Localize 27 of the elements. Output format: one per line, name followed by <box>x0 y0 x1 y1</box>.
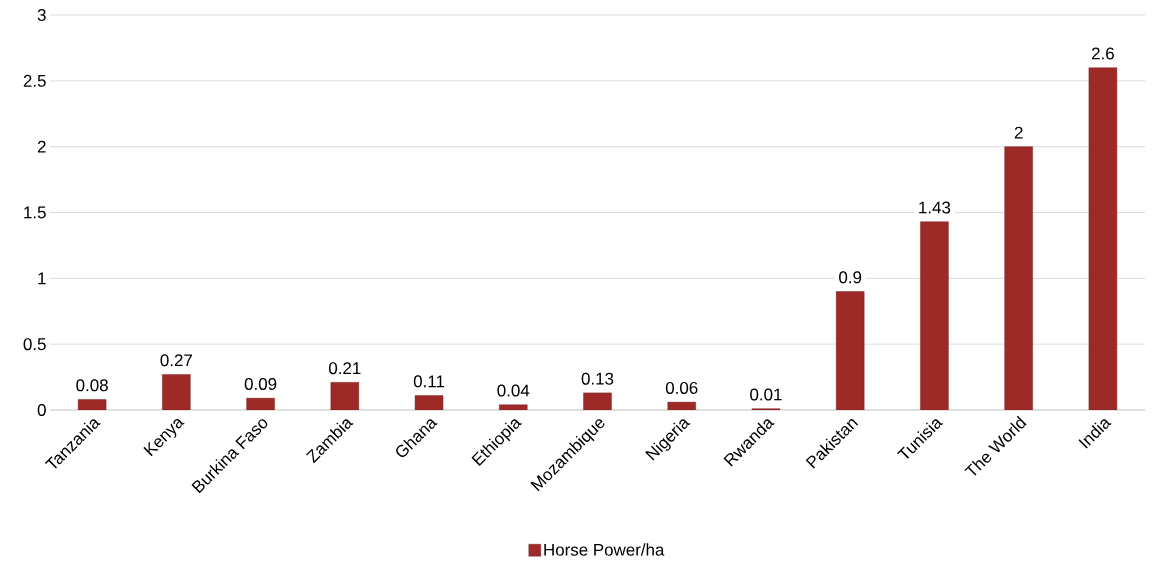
data-label: 0.09 <box>244 377 277 390</box>
data-label: 0.11 <box>413 375 445 388</box>
data-label: 0.04 <box>497 384 530 397</box>
y-tick-label: 1 <box>38 272 46 285</box>
data-label: 0.21 <box>328 362 361 375</box>
bar <box>330 382 360 410</box>
data-label: 0.9 <box>839 271 862 284</box>
y-tick-label: 0.5 <box>23 338 46 351</box>
y-tick-label: 1.5 <box>24 206 46 219</box>
bar <box>1088 67 1118 410</box>
data-label: 2 <box>1014 126 1023 139</box>
y-tick-label: 2.5 <box>23 74 46 87</box>
data-label: 0.06 <box>665 381 698 394</box>
y-tick-label: 0 <box>37 404 46 416</box>
data-label: 0.01 <box>750 388 782 401</box>
bar <box>920 221 949 410</box>
data-label: 0.27 <box>160 354 192 367</box>
data-label: 0.08 <box>76 379 108 392</box>
legend-label: Horse Power/ha <box>544 543 665 556</box>
bar <box>836 291 865 410</box>
bar <box>162 374 191 410</box>
bar <box>1004 146 1033 410</box>
y-tick-label: 3 <box>37 9 46 21</box>
y-tick-label: 2 <box>37 140 46 153</box>
data-label: 2.6 <box>1091 47 1114 60</box>
data-label: 1.43 <box>919 201 951 214</box>
data-label: 0.13 <box>581 372 614 385</box>
